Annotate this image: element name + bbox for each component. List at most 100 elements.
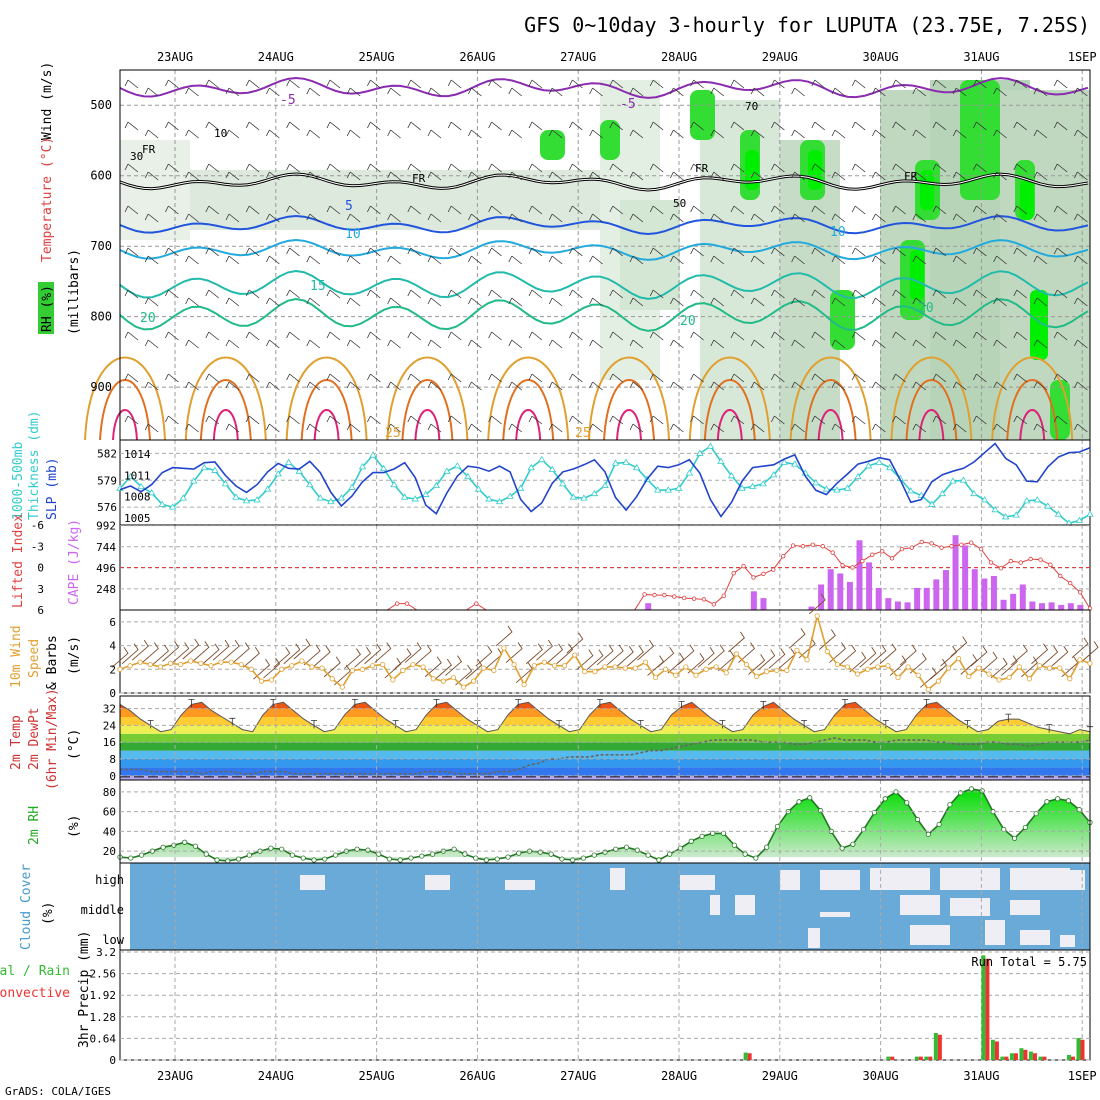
wind-barb (212, 639, 230, 661)
wind-speed-line-point (188, 658, 194, 664)
wind-barb (144, 423, 159, 433)
thickness-line-point (453, 462, 462, 469)
wind-speed-line-point (956, 656, 962, 662)
wind-barb (872, 171, 886, 181)
wind-speed-line-point (541, 659, 547, 665)
cape-bar (971, 569, 978, 610)
wind-barb (364, 643, 382, 665)
wind-barb (1053, 289, 1068, 299)
pressure-tick: 600 (90, 169, 112, 183)
wind-barb (758, 649, 776, 670)
wind-barb (528, 205, 543, 215)
wind-barb (892, 289, 906, 299)
wind-speed-line-point (551, 663, 558, 669)
wind-barb (468, 129, 482, 139)
cape-bar (885, 598, 892, 610)
wind-speed-line-point (471, 678, 477, 684)
rh-line-point (537, 849, 543, 855)
wind-barb (690, 415, 704, 425)
wind-barb (569, 247, 583, 257)
thickness-line-point (548, 465, 556, 472)
temperature-label: 5 (345, 199, 353, 214)
wind-speed-line-point (1057, 665, 1063, 671)
cape-bar (1000, 599, 1007, 610)
temp-minmax-whisker (270, 699, 277, 708)
wind-barb (468, 255, 482, 265)
lifted-index-point (889, 556, 895, 561)
rh-line-point (289, 852, 296, 858)
thickness-line-point (675, 484, 683, 491)
rh-wet-patch (1020, 180, 1034, 220)
temp-band (120, 775, 1090, 780)
precip-convective-bar (1070, 1056, 1075, 1060)
rh-line-point (386, 856, 393, 862)
temp-band (120, 742, 1090, 751)
wind-barb (586, 649, 604, 670)
wind-speed-line-point (834, 661, 840, 668)
wind-barb (912, 87, 927, 97)
rh-wet-patch (920, 170, 934, 210)
wind-barb (609, 331, 624, 341)
wind-speed-line-point (723, 670, 729, 676)
wind-barb (1013, 205, 1028, 215)
rh-line-point (850, 841, 856, 847)
wind-barb (427, 297, 442, 307)
lifted-index-point (1008, 558, 1014, 564)
rh-moist-patch (540, 130, 565, 160)
wind-barb (859, 647, 877, 668)
wind-barb (245, 373, 260, 383)
pressure-tick: 500 (90, 98, 112, 112)
thickness-line-point (422, 490, 430, 497)
wind-barb (144, 297, 159, 307)
wind-barb (447, 415, 462, 425)
wind-barb (932, 373, 947, 383)
wind-barb (649, 205, 664, 215)
wind-barb (556, 643, 574, 665)
cloud-block (300, 875, 325, 890)
thickness-line-point (759, 480, 767, 487)
thickness-line-point (959, 476, 968, 483)
wind-barb (111, 647, 129, 668)
wind-barb (872, 255, 886, 265)
rh-label: 10 (214, 127, 227, 140)
wind-barb (952, 213, 967, 223)
wind-barb (1013, 247, 1028, 257)
rh-tick: 80 (103, 786, 116, 799)
thickness-line-point (864, 462, 873, 469)
thickness-line-point (1086, 510, 1094, 517)
rh-line-point (623, 844, 630, 850)
thickness-line-point (527, 463, 535, 471)
temp-minmax-whisker (433, 699, 440, 708)
wind-barb (447, 79, 462, 89)
rh-line-point (322, 856, 328, 862)
cape-bar (875, 587, 882, 610)
rh-wet-patch (910, 250, 924, 300)
wind-barb (306, 339, 321, 349)
wind-barb (1081, 641, 1099, 662)
rh-label: 30 (130, 150, 143, 163)
wind-barb (286, 205, 300, 215)
wind-barb (124, 205, 139, 215)
rh-line-point (429, 851, 436, 857)
wind-speed-axis-label: Speed (27, 639, 42, 678)
wind-barb (566, 632, 584, 654)
isotherm-30 (703, 379, 756, 441)
wind-barb (427, 213, 442, 223)
wind-barb (1074, 339, 1088, 349)
rh-line-point (677, 845, 684, 851)
wind-speed-line-point (1016, 664, 1022, 670)
precip-total-bar (914, 1056, 919, 1060)
rh-area (120, 788, 1090, 861)
wind-speed-line-point (612, 664, 618, 670)
wind-barb (589, 297, 603, 307)
temp-band (120, 733, 1090, 743)
wind-barb (730, 331, 745, 341)
wind-barb (1041, 645, 1059, 667)
rh-line-point (839, 845, 845, 851)
cape-tick: 248 (96, 583, 116, 596)
freezing-label: FR (412, 172, 426, 185)
wind-speed-line-point (390, 677, 396, 683)
precip-tick: 1.92 (90, 989, 117, 1002)
wind-speed-line-point (349, 667, 355, 674)
